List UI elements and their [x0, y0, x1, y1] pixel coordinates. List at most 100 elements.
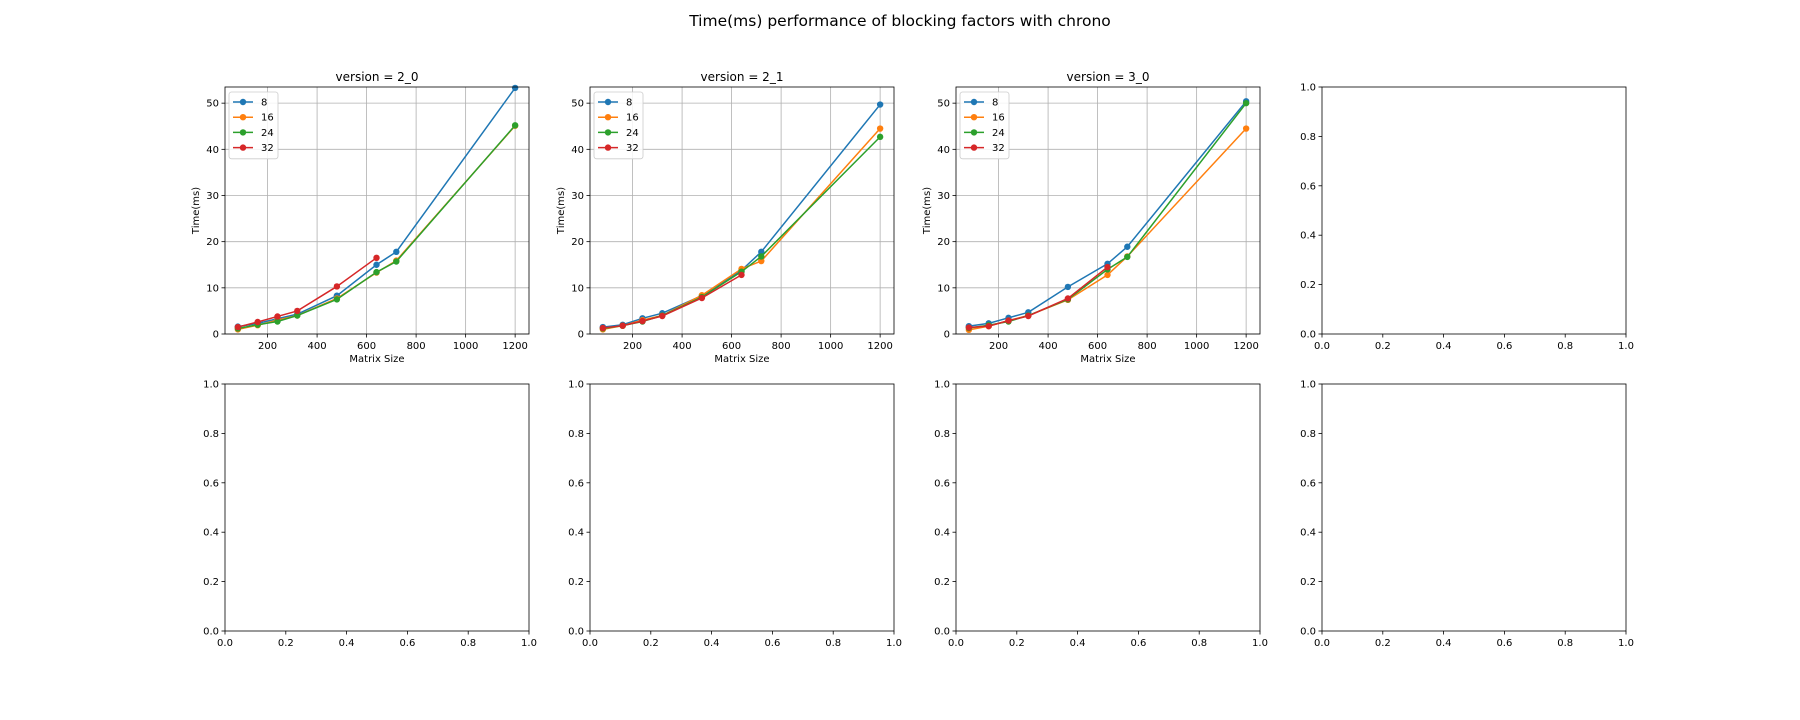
data-point-32: [985, 322, 992, 330]
legend-label-24: 24: [261, 128, 274, 139]
y-tick-label: 0: [578, 330, 584, 341]
y-tick-label: 50: [206, 99, 219, 110]
data-point-16: [758, 257, 765, 265]
subplot-title: version = 2_0: [336, 70, 419, 84]
x-tick-label: 0.6: [1130, 638, 1146, 649]
legend-marker-24: [239, 129, 247, 136]
series-line-8: [602, 104, 881, 328]
legend-label-32: 32: [992, 143, 1005, 154]
x-tick-label: 0.8: [1557, 341, 1573, 352]
x-tick-label: 400: [673, 341, 692, 352]
series-line-32: [602, 274, 742, 329]
data-point-24: [333, 296, 341, 303]
legend-marker-16: [239, 114, 247, 121]
x-axis-label: Matrix Size: [714, 354, 769, 365]
x-tick-label: 400: [308, 341, 327, 352]
y-tick-label: 0.4: [934, 528, 950, 539]
data-point-8: [1124, 243, 1131, 250]
x-tick-label: 600: [1088, 341, 1107, 352]
data-point-32: [965, 324, 973, 331]
data-point-32: [619, 322, 626, 329]
y-tick-label: 20: [571, 237, 584, 248]
y-tick-label: 0.2: [203, 577, 219, 588]
subplot-1: 200 400 600 800 1000 1200 0 10 20 30 40 50 version =…: [191, 70, 530, 365]
y-tick-label: 0.4: [1300, 231, 1316, 242]
axes-frame: [955, 383, 1261, 632]
x-tick-label: 0.2: [1375, 638, 1391, 649]
y-tick-label: 0.4: [568, 528, 584, 539]
series-line-24: [237, 124, 516, 330]
x-tick-label: 1.0: [1618, 341, 1634, 352]
data-point-24: [876, 133, 884, 141]
data-point-32: [234, 323, 242, 331]
y-tick-label: 0.8: [203, 429, 219, 440]
data-point-32: [1025, 312, 1032, 320]
x-tick-label: 0.0: [948, 638, 964, 649]
data-point-16: [876, 125, 884, 132]
legend-label-32: 32: [626, 143, 639, 154]
y-tick-label: 50: [937, 99, 950, 110]
x-tick-label: 1000: [453, 341, 478, 352]
data-point-32: [1064, 295, 1072, 302]
legend-marker-32: [970, 144, 978, 151]
x-tick-label: 1200: [867, 341, 892, 352]
data-point-32: [639, 317, 646, 325]
y-tick-label: 0.2: [1300, 577, 1316, 588]
legend-marker-24: [604, 129, 612, 136]
axes-frame: [224, 86, 530, 335]
data-point-8: [373, 261, 380, 268]
x-tick-label: 0.2: [1375, 341, 1391, 352]
y-tick-label: 20: [937, 237, 950, 248]
data-point-32: [274, 313, 281, 320]
y-tick-label: 0.4: [203, 528, 219, 539]
x-tick-label: 200: [623, 341, 642, 352]
x-tick-label: 400: [1039, 341, 1058, 352]
y-tick-label: 0.0: [203, 627, 219, 638]
y-tick-label: 0.6: [203, 478, 219, 489]
y-tick-label: 0.4: [1300, 528, 1316, 539]
data-point-8: [758, 248, 765, 256]
y-tick-label: 30: [206, 191, 219, 202]
x-axis-label: Matrix Size: [1080, 354, 1135, 365]
y-tick-label: 0: [944, 330, 950, 341]
y-tick-label: 0.6: [1300, 181, 1316, 192]
y-axis-label: Time(ms): [922, 187, 933, 235]
x-tick-label: 800: [407, 341, 426, 352]
subplot-6: 0.0 0.2 0.4 0.6 0.8 1.0 0.0 0.2 0.4 0.6 0.8 1.0: [568, 380, 902, 650]
y-tick-label: 0.2: [568, 577, 584, 588]
legend-marker-32: [604, 144, 612, 151]
data-point-32: [738, 271, 745, 279]
x-tick-label: 0.2: [278, 638, 294, 649]
x-axis-label: Matrix Size: [349, 354, 404, 365]
x-tick-label: 1200: [502, 341, 527, 352]
subplot-7: 0.0 0.2 0.4 0.6 0.8 1.0 0.0 0.2 0.4 0.6 0.8 1.0: [934, 380, 1268, 650]
legend-marker-32: [239, 144, 247, 151]
subplot-5: 0.0 0.2 0.4 0.6 0.8 1.0 0.0 0.2 0.4 0.6 0.8 1.0: [203, 380, 537, 650]
legend: 8 16 24 32: [959, 91, 1010, 160]
data-point-16: [1242, 125, 1250, 132]
y-tick-label: 10: [571, 283, 584, 294]
y-tick-label: 1.0: [203, 380, 219, 391]
data-point-24: [1124, 253, 1131, 261]
x-tick-label: 0.8: [825, 638, 841, 649]
y-tick-label: 0: [213, 330, 219, 341]
subplot-title: version = 3_0: [1067, 70, 1150, 84]
x-tick-label: 600: [357, 341, 376, 352]
data-point-24: [373, 268, 380, 276]
legend-marker-16: [970, 114, 978, 121]
y-tick-label: 0.8: [1300, 132, 1316, 143]
axes-frame: [589, 86, 895, 335]
axes-frame: [224, 383, 530, 632]
x-tick-label: 0.2: [1009, 638, 1025, 649]
x-tick-label: 0.6: [764, 638, 780, 649]
legend-marker-16: [604, 114, 612, 121]
y-tick-label: 0.2: [1300, 280, 1316, 291]
series-line-8: [237, 87, 516, 328]
y-tick-label: 10: [937, 283, 950, 294]
y-tick-label: 1.0: [1300, 83, 1316, 94]
legend-marker-8: [604, 98, 612, 106]
x-tick-label: 0.6: [399, 638, 415, 649]
legend-label-16: 16: [992, 113, 1005, 124]
data-point-8: [511, 84, 519, 92]
